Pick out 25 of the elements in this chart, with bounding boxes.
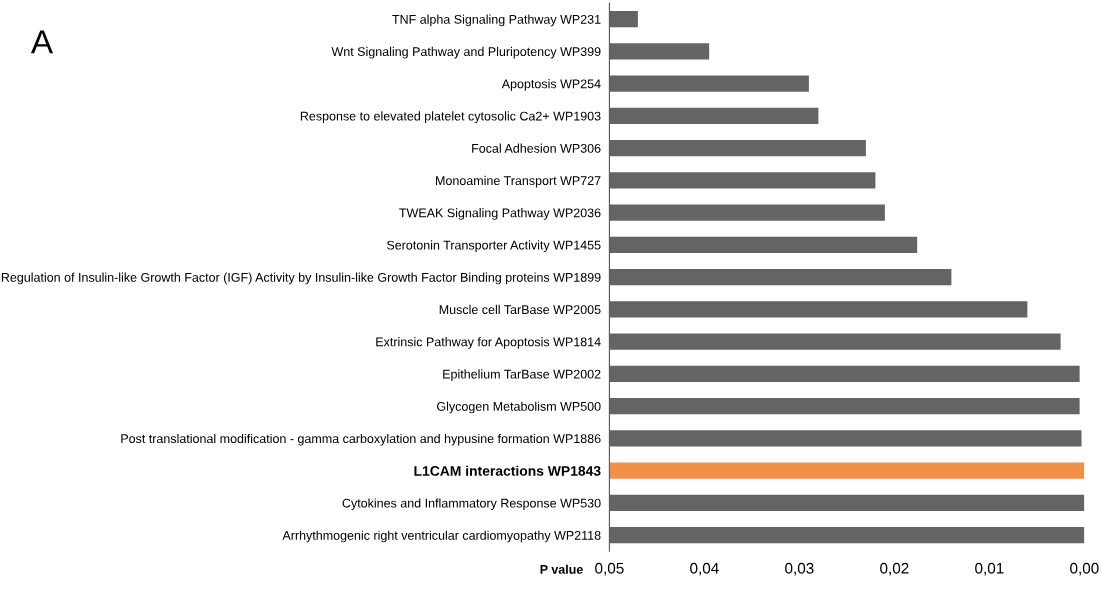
- y-tick-label: Muscle cell TarBase WP2005: [439, 304, 601, 315]
- y-tick-label: Epithelium TarBase WP2002: [443, 369, 601, 382]
- y-tick-label: Regulation of Insulin-like Growth Factor (IGF) Activity by Insulin-like Growth Factor Binding proteins WP1899: [1, 272, 601, 285]
- x-tick-label: 0,04: [690, 562, 719, 576]
- y-tick-label: Arrhythmogenic right ventricular cardiomyopathy WP2118: [282, 530, 601, 543]
- y-tick-label: Response to elevated platelet cytosolic Ca2+ WP1903: [300, 111, 601, 123]
- y-tick-label: Extrinsic Pathway for Apoptosis WP1814: [376, 337, 601, 349]
- x-tick-label: 0,01: [975, 562, 1004, 576]
- x-tick-label: 0,02: [880, 562, 909, 576]
- y-tick-label: L1CAM interactions WP1843: [414, 465, 601, 476]
- y-tick-label: Wnt Signaling Pathway and Pluripotency WP399: [331, 46, 601, 59]
- y-tick-label: Apoptosis WP254: [501, 79, 601, 91]
- y-tick-label: Cytokines and Inflammatory Response WP530: [342, 498, 601, 511]
- y-tick-label: Focal Adhesion WP306: [472, 143, 601, 153]
- y-tick-label: Serotonin Transporter Activity WP1455: [386, 240, 601, 253]
- x-tick-label: 0,03: [785, 562, 814, 576]
- x-axis-title: P value: [540, 564, 583, 574]
- x-tick-label: 0,05: [595, 562, 624, 576]
- x-tick-label: 0,00: [1070, 562, 1099, 576]
- text: A: [30, 30, 54, 54]
- y-tick-label: Monoamine Transport WP727: [436, 175, 601, 188]
- y-tick-label: TNF alpha Signaling Pathway WP231: [392, 14, 601, 27]
- y-tick-label: Post translational modification - gamma carboxylation and hypusine formation WP1886: [121, 433, 601, 446]
- y-tick-label: TWEAK Signaling Pathway WP2036: [399, 208, 601, 220]
- y-tick-label: Glycogen Metabolism WP500: [437, 401, 601, 414]
